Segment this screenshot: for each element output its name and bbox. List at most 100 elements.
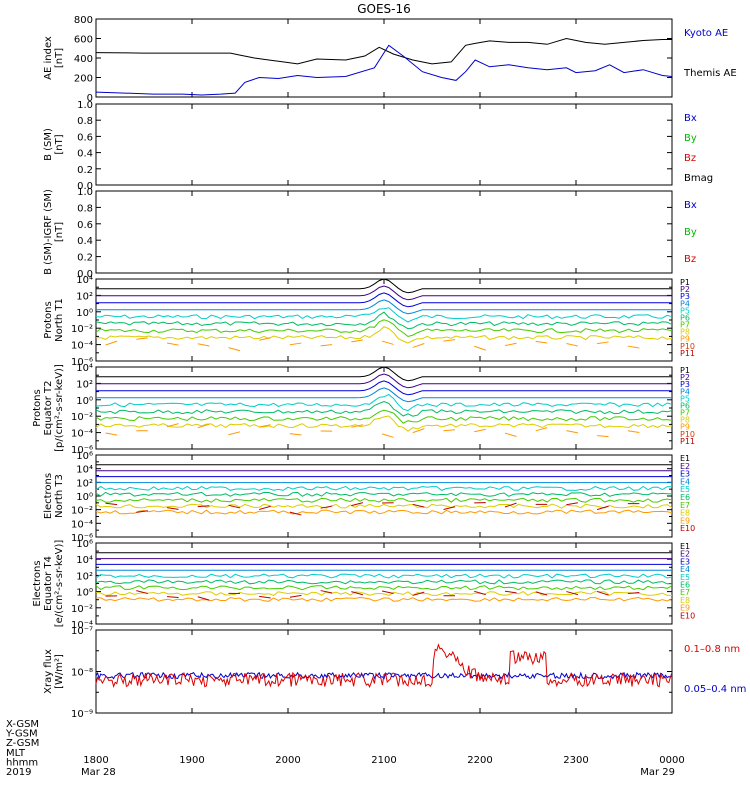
panel-frame [95,366,673,450]
y-axis-label: Xray flux [43,649,54,694]
row-label: Y-GSM [5,729,38,740]
panel-frame [95,103,673,186]
y-axis-label: [nT] [54,222,65,242]
y-tick-label: 0.6 [77,132,93,143]
y-tick-label: 600 [74,35,93,46]
flux-trace [95,579,673,585]
y-tick-label: 10⁻² [71,324,93,335]
flux-fragment [289,433,302,436]
y-axis-label: Protons [43,301,54,338]
flux-fragment [228,504,241,509]
time-tick-label: 1900 [179,755,204,766]
channel-label: E4 [680,477,690,486]
y-tick-label: 10⁻⁶ [71,533,93,544]
flux-trace [96,366,672,382]
flux-fragment [412,343,425,348]
channel-label: P1 [680,366,690,375]
y-axis-label: Equator T4 [43,556,54,611]
y-axis-label: [p/(cm²-s-sr-keV)] [54,364,65,452]
flux-fragment [474,428,486,433]
channel-label: E10 [680,611,695,620]
y-tick-label: 10⁰ [76,396,93,407]
flux-fragment [412,591,425,596]
flux-fragment [289,594,302,598]
channel-label: P4 [680,299,690,308]
y-axis-label: B (SM) [43,128,54,161]
y-tick-label: 400 [74,54,93,65]
y-tick-label: 0 [87,93,93,104]
y-tick-label: 10⁻² [71,412,93,423]
flux-fragment [443,429,456,432]
channel-label: P5 [680,306,690,315]
y-axis-label: [nT] [54,48,65,68]
row-label: Z-GSM [6,738,39,749]
flux-trace [96,596,673,602]
y-tick-label: 0.0 [77,181,93,192]
row-label: 2019 [6,767,31,778]
flux-trace [95,415,673,432]
panel-protons_t2: 10⁴ 10² 10⁰ 10⁻² 10⁻⁴ 10⁻⁶ Protons Equator T2 [p… [32,363,695,456]
channel-label: E1 [680,454,690,463]
panel-electrons_t4: 10⁶ 10⁴ 10² 10⁰ 10⁻² 10⁻⁴ Electrons Equator T4[… [32,539,695,631]
channel-label: E6 [680,581,690,590]
y-tick-label: 800 [74,15,93,26]
y-tick-label: 10⁻⁴ [71,620,93,631]
xray-long-trace [95,643,673,689]
y-axis-label: [W/m²] [54,654,65,689]
flux-fragment [197,423,210,429]
flux-fragment [504,342,517,347]
flux-trace [95,393,673,412]
flux-fragment [474,345,486,351]
flux-fragment [351,591,364,596]
panel-bsm: 1.0 0.8 0.6 0.4 0.2 0.0 B (SM) [nT] Bx By Bz Bmag [43,100,713,192]
y-tick-label: 10⁻² [71,604,93,615]
flux-trace [95,509,673,515]
flux-fragment [351,339,363,343]
flux-fragment [197,596,210,601]
flux-trace [95,311,673,330]
flux-trace [96,278,672,294]
channel-label: P2 [680,285,690,294]
channel-label: E10 [680,524,695,533]
date-label-end: Mar 29 [640,767,675,778]
flux-fragment [228,431,241,436]
time-tick-label: 2100 [371,755,396,766]
y-tick-label: 0.8 [77,203,93,214]
flux-trace [96,373,672,389]
time-tick-label: 1800 [83,755,108,766]
flux-fragment [166,342,179,346]
channel-label: E9 [680,604,690,613]
flux-fragment [597,341,609,345]
y-tick-label: 10⁴ [76,555,93,566]
y-tick-label: 0.2 [77,253,93,264]
flux-fragment [566,430,579,434]
y-tick-label: 10⁰ [76,308,93,319]
y-axis-label: North T1 [54,298,65,342]
channel-label: P9 [680,423,690,432]
flux-fragment [443,506,456,510]
legend-entry: Bx [684,113,697,124]
panel-bigrf: 1.0 0.8 0.6 0.4 0.2 0.0 B (SM)-IGRF (SM) [nT] Bx… [43,187,697,280]
y-tick-label: 10⁶ [76,539,93,550]
flux-trace [96,292,672,308]
y-tick-label: 10⁴ [76,465,93,476]
flux-fragment [289,342,302,346]
channel-label: P2 [680,373,690,382]
flux-fragment [566,343,579,347]
flux-fragment [381,590,394,595]
y-tick-label: 10⁴ [76,363,93,374]
flux-trace [95,591,672,597]
y-tick-label: 10⁻² [71,506,93,517]
legend-entry: 0.1–0.8 nm [684,644,740,655]
y-tick-label: 10⁻⁴ [71,341,93,352]
time-tick-label: 2200 [467,755,492,766]
flux-fragment [566,591,579,596]
y-tick-label: 10⁻⁴ [71,519,93,530]
flux-trace [95,326,673,344]
flux-trace [95,485,673,491]
y-tick-label: 200 [74,74,93,85]
time-axis-area: 1800 1900 2000 2100 2200 2300 0000 Mar 28 Mar 29… [5,719,685,778]
channel-label: P9 [680,335,690,344]
channel-label: P1 [680,278,690,287]
plot-title: GOES-16 [357,2,411,16]
